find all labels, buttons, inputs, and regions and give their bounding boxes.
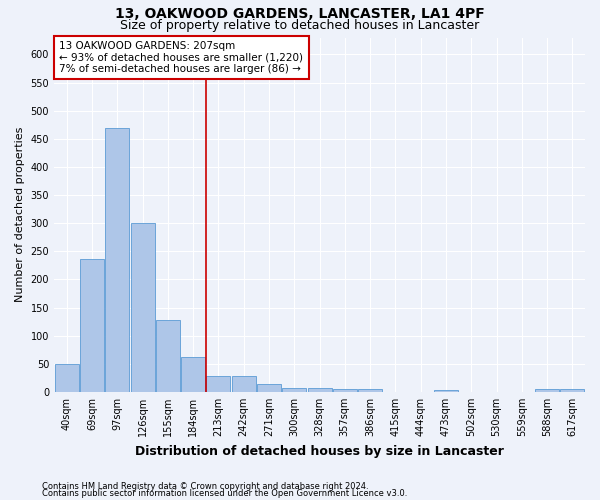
Bar: [181, 357, 205, 392]
Text: 13 OAKWOOD GARDENS: 207sqm
← 93% of detached houses are smaller (1,220)
7% of se: 13 OAKWOOD GARDENS: 207sqm ← 93% of deta…: [59, 41, 304, 74]
Bar: [206, 376, 230, 392]
Bar: [308, 388, 332, 392]
Bar: [232, 376, 256, 392]
Bar: [156, 320, 180, 392]
Bar: [333, 388, 357, 392]
Bar: [105, 128, 129, 392]
Bar: [80, 258, 104, 392]
Text: 13, OAKWOOD GARDENS, LANCASTER, LA1 4PF: 13, OAKWOOD GARDENS, LANCASTER, LA1 4PF: [115, 8, 485, 22]
Bar: [257, 384, 281, 392]
Bar: [282, 388, 306, 392]
X-axis label: Distribution of detached houses by size in Lancaster: Distribution of detached houses by size …: [135, 444, 504, 458]
Bar: [131, 223, 155, 392]
Bar: [560, 389, 584, 392]
Text: Size of property relative to detached houses in Lancaster: Size of property relative to detached ho…: [121, 18, 479, 32]
Bar: [358, 389, 382, 392]
Text: Contains HM Land Registry data © Crown copyright and database right 2024.: Contains HM Land Registry data © Crown c…: [42, 482, 368, 491]
Y-axis label: Number of detached properties: Number of detached properties: [15, 127, 25, 302]
Bar: [55, 364, 79, 392]
Bar: [535, 389, 559, 392]
Bar: [434, 390, 458, 392]
Text: Contains public sector information licensed under the Open Government Licence v3: Contains public sector information licen…: [42, 490, 407, 498]
